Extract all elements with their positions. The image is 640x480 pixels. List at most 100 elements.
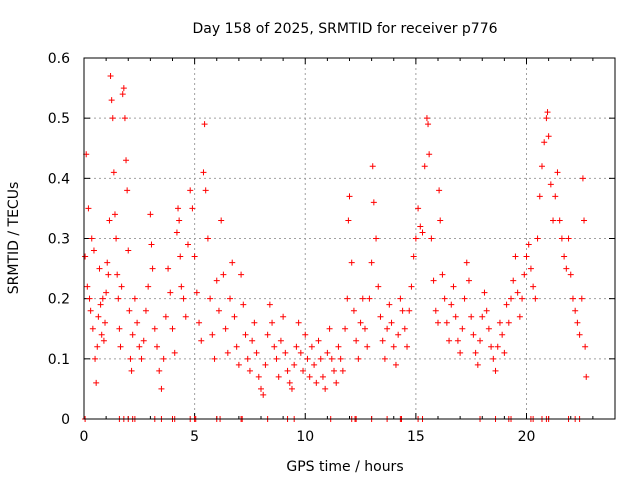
data-point <box>481 289 488 296</box>
data-point <box>346 193 353 200</box>
data-point <box>124 187 131 194</box>
data-point <box>425 121 432 128</box>
data-point <box>388 319 395 326</box>
data-point <box>439 271 446 278</box>
data-point <box>501 349 508 356</box>
data-point <box>171 349 178 356</box>
data-point <box>436 187 443 194</box>
y-tick-label: 0.4 <box>48 171 70 187</box>
data-point <box>538 163 545 170</box>
chart-title: Day 158 of 2025, SRMTID for receiver p77… <box>192 21 497 37</box>
data-point <box>251 319 258 326</box>
x-tick-label: 0 <box>80 429 89 445</box>
data-point <box>572 307 579 314</box>
data-point <box>369 163 376 170</box>
data-point <box>545 133 552 140</box>
data-point <box>328 355 335 362</box>
data-point <box>448 301 455 308</box>
data-point <box>404 343 411 350</box>
data-point <box>510 277 517 284</box>
data-point <box>291 361 298 368</box>
data-point <box>213 277 220 284</box>
data-point <box>142 307 149 314</box>
data-point <box>544 109 551 116</box>
data-point <box>541 139 548 146</box>
data-point <box>465 277 472 284</box>
data-point <box>246 367 253 374</box>
data-point <box>240 301 247 308</box>
data-point <box>450 283 457 290</box>
data-point <box>177 253 184 260</box>
data-point <box>92 355 99 362</box>
data-point <box>322 385 329 392</box>
data-point <box>335 343 342 350</box>
data-point <box>233 343 240 350</box>
data-point <box>84 283 91 290</box>
data-point <box>581 217 588 224</box>
data-point <box>381 355 388 362</box>
data-point <box>392 361 399 368</box>
data-point <box>224 349 231 356</box>
y-tick-label: 0 <box>61 412 70 428</box>
data-point <box>231 313 238 320</box>
data-point <box>377 313 384 320</box>
data-point <box>169 325 176 332</box>
data-point <box>461 295 468 302</box>
data-point <box>189 205 196 212</box>
data-point <box>319 373 326 380</box>
data-point <box>527 265 534 272</box>
data-point <box>95 313 102 320</box>
data-marks <box>82 73 590 422</box>
data-point <box>333 379 340 386</box>
data-point <box>412 235 419 242</box>
data-point <box>304 355 311 362</box>
data-point <box>547 181 554 188</box>
data-point <box>255 373 262 380</box>
data-point <box>149 265 156 272</box>
data-point <box>390 343 397 350</box>
data-point <box>244 355 251 362</box>
data-point <box>121 115 128 122</box>
data-point <box>350 307 357 314</box>
data-point <box>109 115 116 122</box>
data-point <box>512 253 519 260</box>
data-point <box>218 217 225 224</box>
data-point <box>148 241 155 248</box>
data-point <box>342 325 349 332</box>
data-point <box>258 385 264 392</box>
data-point <box>326 325 333 332</box>
data-point <box>200 169 207 176</box>
data-point <box>353 337 360 344</box>
data-point <box>105 271 112 278</box>
data-point <box>125 247 132 254</box>
data-point <box>117 343 124 350</box>
data-point <box>273 355 280 362</box>
data-point <box>94 343 101 350</box>
data-point <box>138 355 145 362</box>
data-point <box>483 307 490 314</box>
data-point <box>488 343 495 350</box>
data-point <box>463 259 470 266</box>
data-point <box>554 169 561 176</box>
data-point <box>211 355 218 362</box>
data-point <box>262 361 269 368</box>
data-point <box>521 271 528 278</box>
data-point <box>229 259 236 266</box>
data-point <box>108 97 115 104</box>
data-point <box>558 235 565 242</box>
data-point <box>574 319 581 326</box>
data-point <box>145 283 152 290</box>
data-point <box>410 253 417 260</box>
data-point <box>127 355 134 362</box>
data-point <box>156 367 163 374</box>
data-point <box>151 325 158 332</box>
data-point <box>468 313 475 320</box>
data-point <box>277 337 284 344</box>
data-point <box>313 379 320 386</box>
data-point <box>315 337 322 344</box>
data-point <box>357 319 364 326</box>
data-point <box>198 337 205 344</box>
data-point <box>286 379 293 386</box>
axis-ticks: 0 0.1 0.2 0.3 0.4 0.5 0.6 0 5 10 15 20 <box>48 51 616 445</box>
data-point <box>165 265 172 272</box>
